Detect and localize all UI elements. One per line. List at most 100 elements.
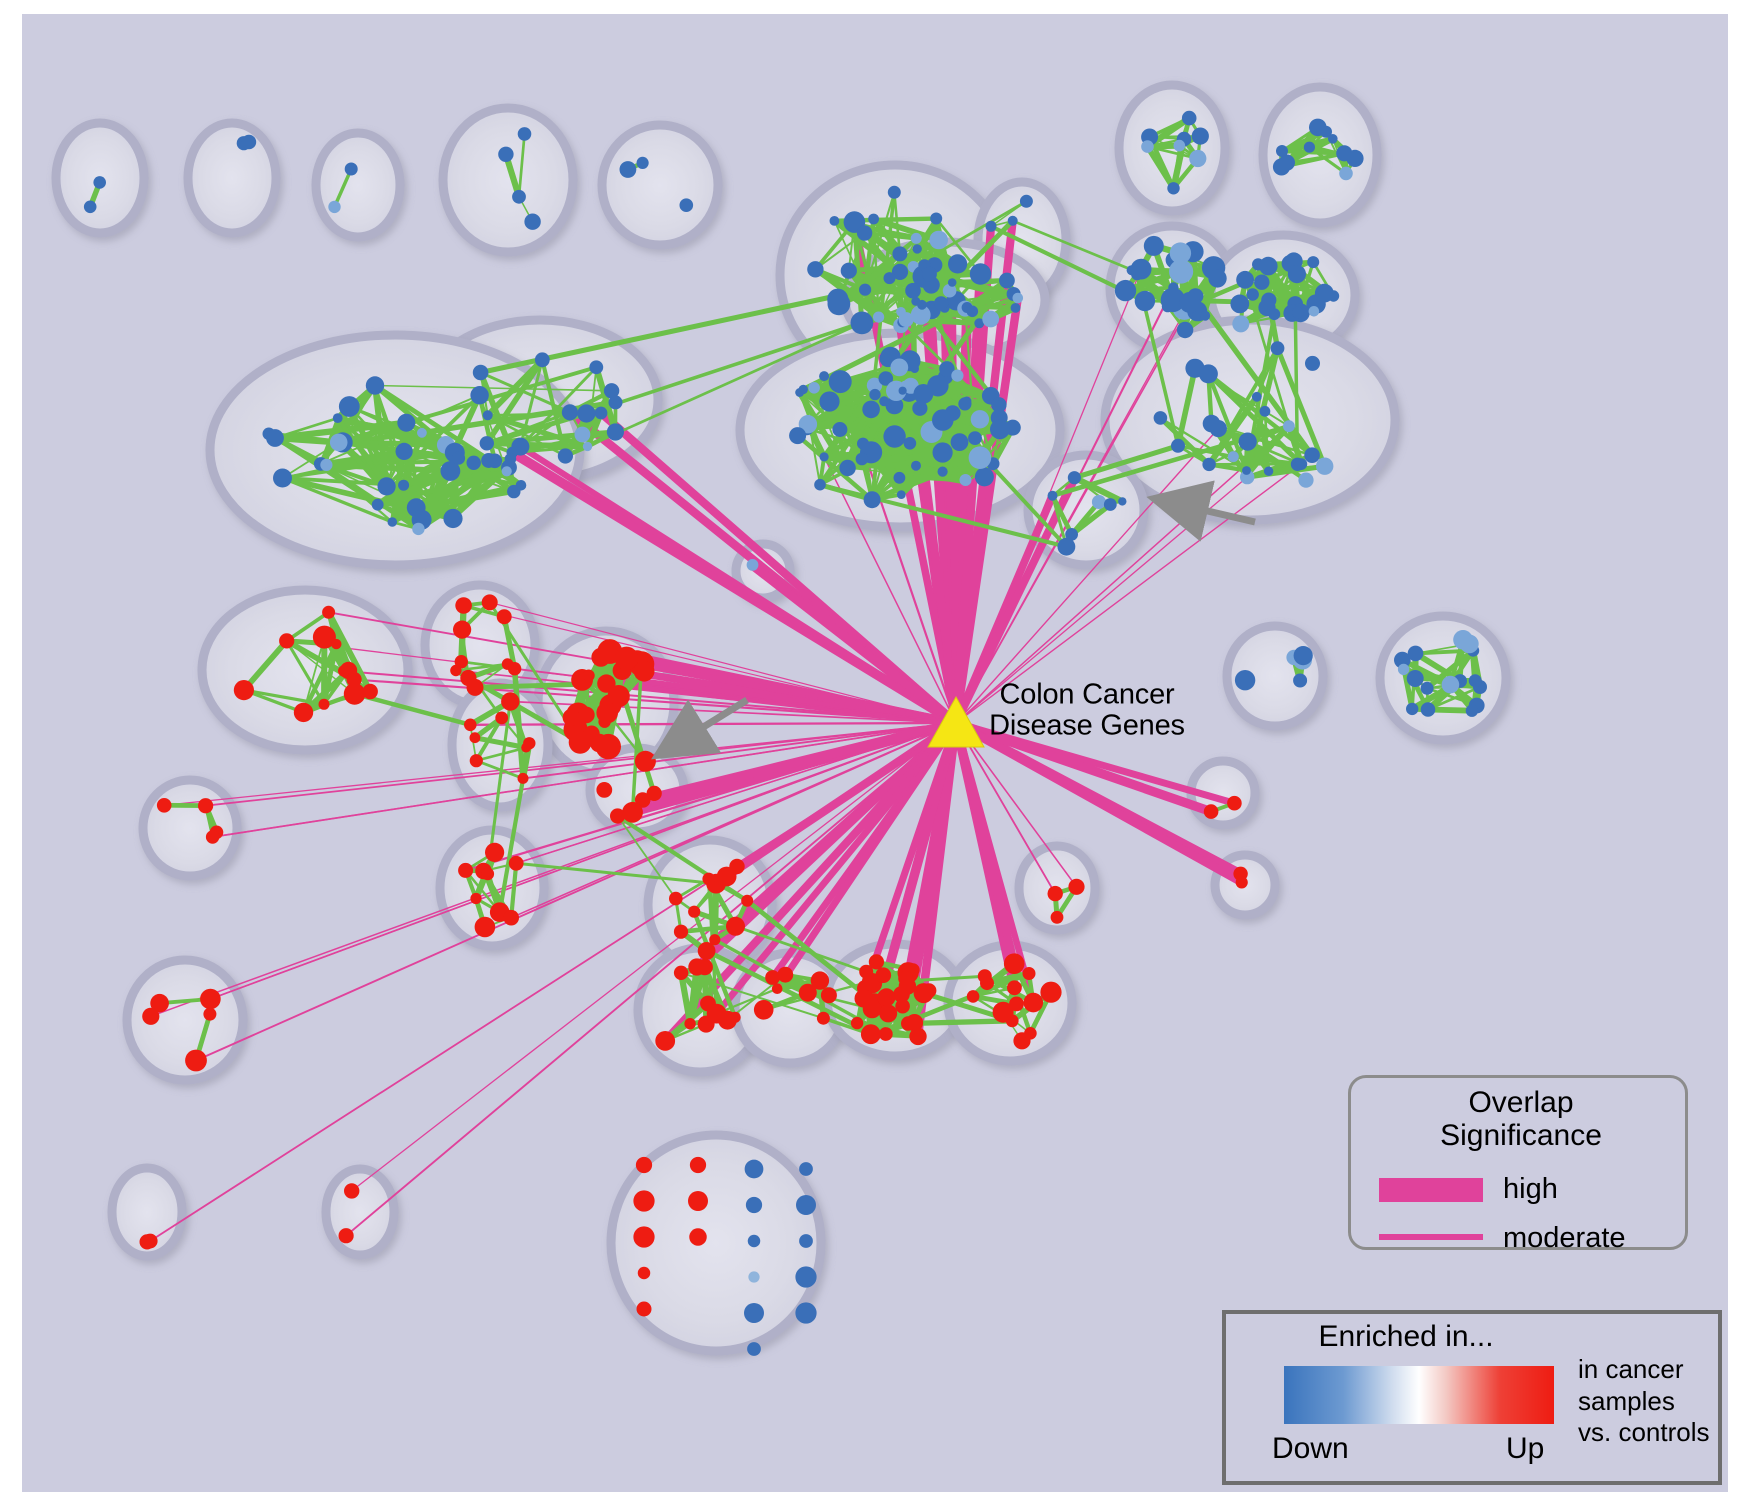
gene-set-node[interactable] <box>970 410 990 429</box>
gene-set-node[interactable] <box>1303 141 1315 153</box>
gene-set-node[interactable] <box>709 934 721 946</box>
gene-set-node[interactable] <box>417 427 427 438</box>
gene-set-node[interactable] <box>1293 646 1313 666</box>
gene-set-node[interactable] <box>634 750 656 772</box>
gene-set-node[interactable] <box>909 1027 927 1046</box>
gene-set-node[interactable] <box>1202 414 1221 433</box>
cluster-halo-disconnected[interactable] <box>606 1130 826 1356</box>
gene-set-node[interactable] <box>511 437 530 456</box>
gene-set-node[interactable] <box>481 453 497 468</box>
gene-set-node[interactable] <box>866 377 883 393</box>
gene-set-node[interactable] <box>614 646 639 671</box>
gene-set-node[interactable] <box>1246 288 1259 301</box>
gene-set-node[interactable] <box>1202 457 1216 472</box>
gene-set-node[interactable] <box>819 452 829 462</box>
gene-set-node[interactable] <box>716 866 737 887</box>
gene-set-node[interactable] <box>371 498 384 511</box>
gene-set-node[interactable] <box>840 262 857 279</box>
gene-set-node[interactable] <box>868 954 885 970</box>
cluster-halo-metabolic-cofactors[interactable] <box>1100 315 1400 525</box>
gene-set-node[interactable] <box>1047 490 1058 501</box>
gene-set-node[interactable] <box>495 711 509 725</box>
gene-set-node[interactable] <box>577 404 596 423</box>
gene-set-node[interactable] <box>1278 154 1295 171</box>
gene-set-node[interactable] <box>1007 980 1022 996</box>
gene-set-node[interactable] <box>1397 663 1410 676</box>
gene-set-node[interactable] <box>999 272 1015 289</box>
gene-set-node[interactable] <box>633 1226 655 1248</box>
gene-set-node[interactable] <box>1185 358 1205 378</box>
gene-set-node[interactable] <box>517 127 532 141</box>
gene-set-node[interactable] <box>702 872 715 886</box>
gene-set-node[interactable] <box>233 680 254 701</box>
gene-set-node[interactable] <box>958 397 972 411</box>
gene-set-node[interactable] <box>1465 704 1479 717</box>
gene-set-node[interactable] <box>977 969 992 984</box>
gene-set-node[interactable] <box>312 625 336 649</box>
gene-set-node[interactable] <box>741 894 754 907</box>
gene-set-node[interactable] <box>1169 242 1192 264</box>
gene-set-node[interactable] <box>1316 457 1334 475</box>
gene-set-node[interactable] <box>878 371 894 386</box>
gene-set-node[interactable] <box>344 162 358 176</box>
gene-set-node[interactable] <box>485 842 505 863</box>
gene-set-node[interactable] <box>561 404 579 421</box>
gene-set-node[interactable] <box>1065 528 1078 541</box>
gene-set-node[interactable] <box>934 296 949 311</box>
cluster-halo-gpcr[interactable] <box>107 1163 187 1261</box>
gene-set-node[interactable] <box>1007 215 1018 226</box>
gene-set-node[interactable] <box>1254 274 1270 290</box>
gene-set-node[interactable] <box>819 391 840 412</box>
gene-set-node[interactable] <box>930 212 943 225</box>
gene-set-node[interactable] <box>898 312 914 328</box>
gene-set-node[interactable] <box>596 701 618 724</box>
gene-set-node[interactable] <box>729 1011 741 1023</box>
gene-set-node[interactable] <box>745 1196 763 1214</box>
gene-set-node[interactable] <box>455 597 472 614</box>
gene-set-node[interactable] <box>905 282 921 299</box>
gene-set-node[interactable] <box>1047 885 1063 902</box>
gene-set-node[interactable] <box>1406 670 1424 687</box>
gene-set-node[interactable] <box>863 491 881 509</box>
gene-set-node[interactable] <box>968 431 982 445</box>
gene-set-node[interactable] <box>1167 182 1180 195</box>
gene-set-node[interactable] <box>992 1001 1014 1023</box>
gene-set-node[interactable] <box>1305 355 1320 371</box>
cluster-halo-mhc-ii[interactable] <box>138 775 242 881</box>
gene-set-node[interactable] <box>496 609 512 625</box>
gene-set-node[interactable] <box>697 942 716 960</box>
gene-set-node[interactable] <box>636 156 649 169</box>
gene-set-node[interactable] <box>819 371 830 382</box>
gene-set-node[interactable] <box>850 311 874 335</box>
gene-set-node[interactable] <box>534 352 550 368</box>
gene-set-node[interactable] <box>808 382 820 394</box>
gene-set-node[interactable] <box>910 305 931 325</box>
gene-set-node[interactable] <box>856 225 873 241</box>
gene-set-node[interactable] <box>1346 149 1364 167</box>
gene-set-node[interactable] <box>1012 292 1024 304</box>
gene-set-node[interactable] <box>607 685 630 708</box>
gene-set-node[interactable] <box>619 161 637 178</box>
gene-set-node[interactable] <box>1270 341 1285 356</box>
gene-set-node[interactable] <box>917 299 927 310</box>
gene-set-node[interactable] <box>1251 391 1262 402</box>
gene-set-node[interactable] <box>1238 432 1257 451</box>
gene-set-node[interactable] <box>1227 795 1242 811</box>
gene-set-node[interactable] <box>747 1234 761 1248</box>
gene-set-node[interactable] <box>684 1018 696 1030</box>
gene-set-node[interactable] <box>951 369 964 382</box>
gene-set-node[interactable] <box>883 425 906 448</box>
gene-set-node[interactable] <box>726 916 745 936</box>
gene-set-node[interactable] <box>203 1007 217 1021</box>
gene-set-node[interactable] <box>990 419 1010 440</box>
gene-set-node[interactable] <box>850 1016 864 1030</box>
cluster-halo-neg-reg-rna[interactable] <box>321 1164 399 1260</box>
gene-set-node[interactable] <box>338 1228 354 1244</box>
gene-set-node[interactable] <box>458 862 474 878</box>
gene-set-node[interactable] <box>451 451 466 465</box>
gene-set-node[interactable] <box>966 305 979 318</box>
gene-set-node[interactable] <box>578 706 595 724</box>
gene-set-node[interactable] <box>807 261 824 278</box>
gene-set-node[interactable] <box>241 134 257 150</box>
gene-set-node[interactable] <box>974 467 994 487</box>
